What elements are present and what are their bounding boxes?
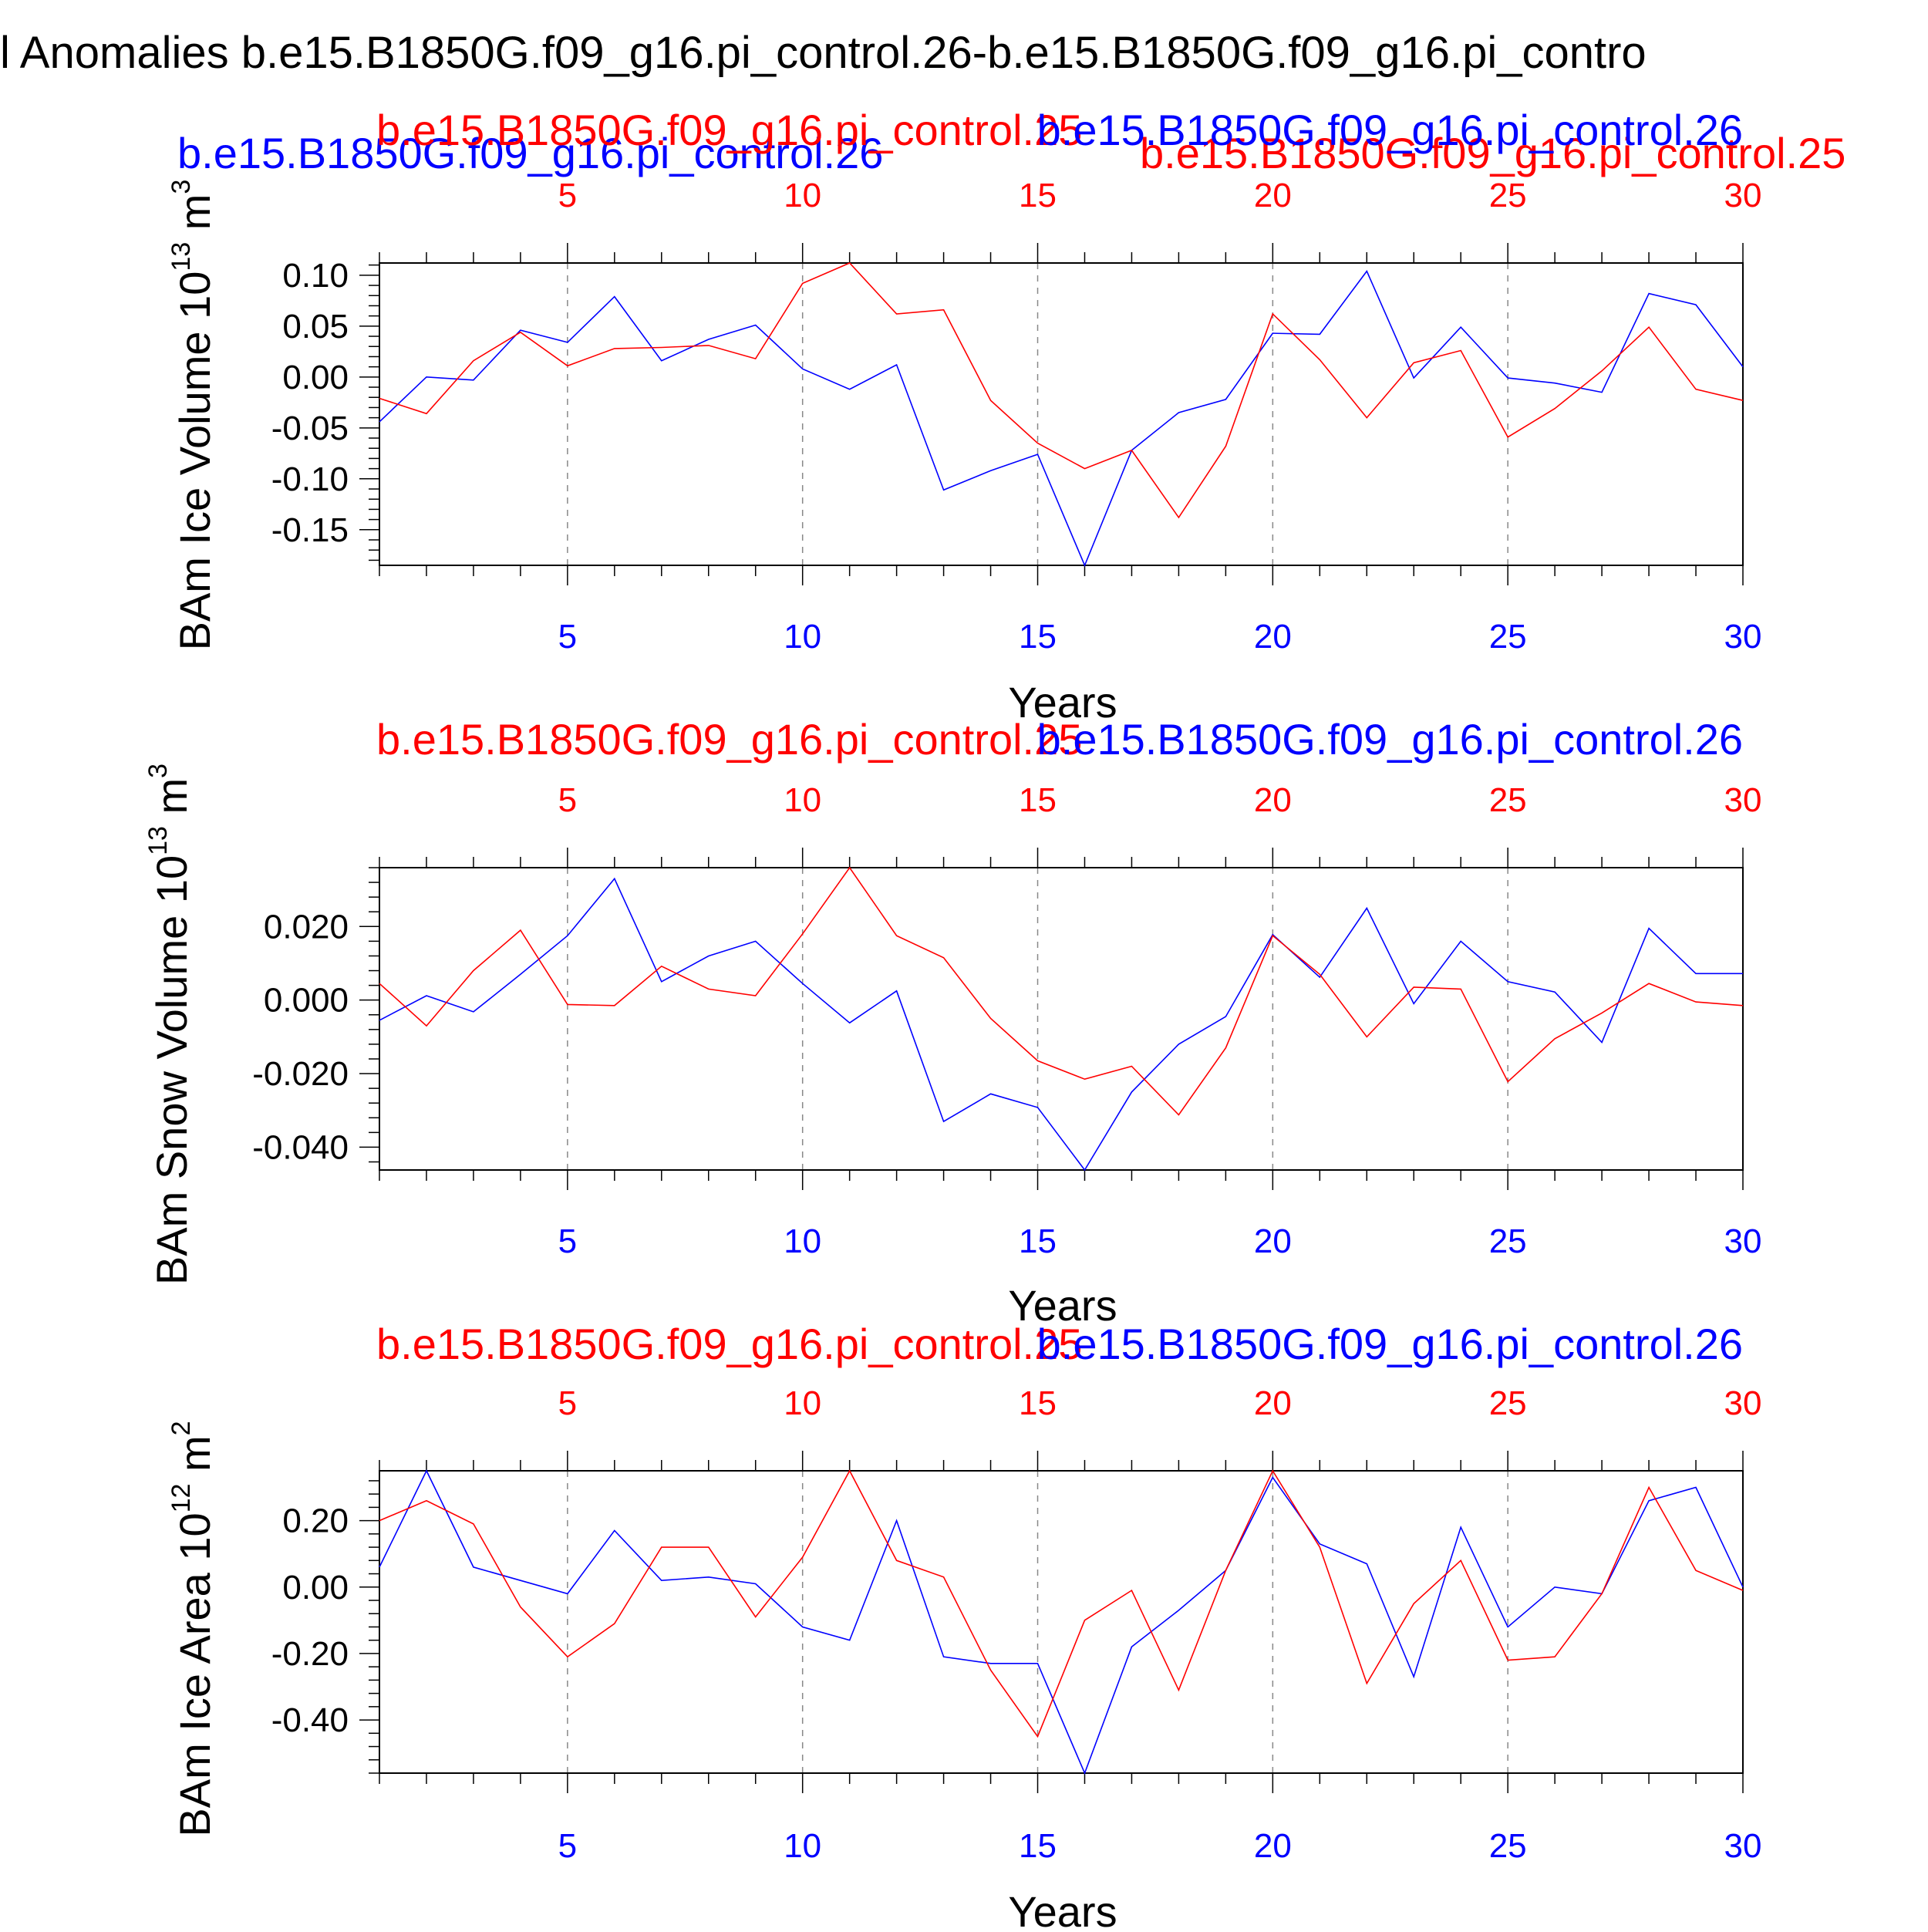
y-tick-label: 0.05 xyxy=(282,308,349,346)
x-tick-label-top: 25 xyxy=(1489,1384,1527,1422)
y-tick-label: -0.10 xyxy=(271,460,349,498)
legend-overlay-red: b.e15.B1850G.f09_g16.pi_control.25 xyxy=(1140,129,1845,177)
y-axis-label-exponent: 12 xyxy=(167,1484,196,1513)
y-tick-label: 0.10 xyxy=(282,257,349,295)
y-tick-label: -0.05 xyxy=(271,410,349,447)
y-tick-label: -0.20 xyxy=(271,1635,349,1673)
legend-blue-label: b.e15.B1850G.f09_g16.pi_control.26 xyxy=(1037,106,1743,154)
x-tick-label-bottom: 5 xyxy=(558,618,577,656)
plot-area-ice-volume: 5 5 10 10 15 15 20 20 25 25 30 30 0.10 0.05 0.00 -0.05 -… xyxy=(271,177,1762,656)
panel-ice-volume: b.e15.B1850G.f09_g16.pi_control.26 b.e15… xyxy=(167,106,1845,727)
x-axis-label: Years xyxy=(1008,1887,1117,1928)
y-axis-label: BAm Ice Area 1012 m2 xyxy=(167,1421,219,1836)
x-tick-label-bottom: 20 xyxy=(1254,618,1292,656)
x-tick-label-bottom: 30 xyxy=(1724,618,1762,656)
y-tick-label: -0.15 xyxy=(271,511,349,549)
series-line-red xyxy=(379,866,1744,1116)
plot-frame xyxy=(379,1470,1744,1774)
legend-red-label: b.e15.B1850G.f09_g16.pi_control.25 xyxy=(376,715,1082,764)
x-tick-label-bottom: 5 xyxy=(558,1222,577,1260)
x-tick-label-top: 5 xyxy=(558,781,577,819)
y-axis-label-unit-exponent: 3 xyxy=(143,764,173,778)
x-tick-label-top: 5 xyxy=(558,177,577,214)
x-axis-label: Years xyxy=(1008,678,1117,727)
x-tick-label-top: 30 xyxy=(1724,781,1762,819)
panel-snow-volume: b.e15.B1850G.f09_g16.pi_control.25 b.e15… xyxy=(143,715,1761,1330)
y-axis-label-text: BAm Snow Volume 10 xyxy=(147,855,196,1285)
x-tick-label-top: 30 xyxy=(1724,177,1762,214)
y-axis-label: BAm Snow Volume 1013 m3 xyxy=(143,764,196,1285)
x-tick-label-top: 20 xyxy=(1254,177,1292,214)
y-tick-label: 0.20 xyxy=(282,1502,349,1540)
legend-overlay-blue: b.e15.B1850G.f09_g16.pi_control.26 xyxy=(177,129,883,177)
y-axis-label-unit: m xyxy=(170,1435,219,1483)
series-line-red xyxy=(379,262,1744,519)
x-tick-label-bottom: 20 xyxy=(1254,1222,1292,1260)
y-tick-label: -0.020 xyxy=(252,1055,349,1093)
series-line-blue xyxy=(379,877,1743,1172)
x-tick-label-top: 25 xyxy=(1489,781,1527,819)
x-tick-label-top: 10 xyxy=(784,781,821,819)
plot-area-ice-area: 5 5 10 10 15 15 20 20 25 25 30 30 0.20 0.00 -0.20 -0.40 xyxy=(271,1384,1762,1865)
y-tick-label: 0.00 xyxy=(282,359,349,396)
y-axis-label-exponent: 13 xyxy=(143,826,173,855)
y-axis-label-exponent: 13 xyxy=(167,242,196,271)
legend-blue-label: b.e15.B1850G.f09_g16.pi_control.26 xyxy=(1037,715,1743,764)
series-line-red xyxy=(379,1469,1744,1738)
x-tick-label-bottom: 10 xyxy=(784,1222,821,1260)
x-tick-label-bottom: 15 xyxy=(1019,1827,1057,1865)
plot-frame xyxy=(379,262,1744,566)
x-tick-label-top: 10 xyxy=(784,177,821,214)
y-axis-label-unit-exponent: 3 xyxy=(167,180,196,194)
x-tick-label-top: 5 xyxy=(558,1384,577,1422)
x-tick-label-top: 20 xyxy=(1254,1384,1292,1422)
page-title: l Anomalies b.e15.B1850G.f09_g16.pi_cont… xyxy=(0,28,1647,78)
x-tick-label-bottom: 30 xyxy=(1724,1222,1762,1260)
x-tick-label-bottom: 10 xyxy=(784,618,821,656)
x-tick-label-top: 15 xyxy=(1019,781,1057,819)
x-tick-label-top: 20 xyxy=(1254,781,1292,819)
y-tick-label: -0.040 xyxy=(252,1128,349,1166)
x-tick-label-top: 15 xyxy=(1019,1384,1057,1422)
x-tick-label-bottom: 5 xyxy=(558,1827,577,1865)
y-tick-label: 0.00 xyxy=(282,1569,349,1607)
y-axis-label-unit: m xyxy=(170,194,219,242)
y-axis-label-unit: m xyxy=(147,778,196,826)
y-tick-label: 0.020 xyxy=(264,908,349,946)
y-axis-label-text: BAm Ice Volume 10 xyxy=(170,271,219,651)
x-tick-label-bottom: 10 xyxy=(784,1827,821,1865)
x-tick-label-top: 10 xyxy=(784,1384,821,1422)
x-tick-label-bottom: 25 xyxy=(1489,1222,1527,1260)
legend-blue-label: b.e15.B1850G.f09_g16.pi_control.26 xyxy=(1037,1320,1743,1368)
x-tick-label-bottom: 25 xyxy=(1489,618,1527,656)
legend-red-label: b.e15.B1850G.f09_g16.pi_control.25 xyxy=(376,106,1082,154)
plot-frame xyxy=(379,867,1744,1171)
y-axis-label: BAm Ice Volume 1013 m3 xyxy=(167,180,219,651)
x-tick-label-top: 30 xyxy=(1724,1384,1762,1422)
plot-area-snow-volume: 5 5 10 10 15 15 20 20 25 25 30 30 0.020 0.000 -0.020 -0… xyxy=(252,781,1761,1260)
y-axis-label-text: BAm Ice Area 10 xyxy=(170,1512,219,1836)
x-tick-label-bottom: 25 xyxy=(1489,1827,1527,1865)
y-tick-label: 0.000 xyxy=(264,982,349,1020)
y-tick-label: -0.40 xyxy=(271,1701,349,1739)
x-tick-label-top: 15 xyxy=(1019,177,1057,214)
y-axis-label-unit-exponent: 2 xyxy=(167,1421,196,1435)
series-line-blue xyxy=(379,1469,1744,1775)
x-tick-label-bottom: 30 xyxy=(1724,1827,1762,1865)
x-axis-label: Years xyxy=(1008,1281,1117,1330)
x-tick-label-top: 25 xyxy=(1489,177,1527,214)
x-tick-label-bottom: 20 xyxy=(1254,1827,1292,1865)
legend-red-label: b.e15.B1850G.f09_g16.pi_control.25 xyxy=(376,1320,1082,1368)
x-tick-label-bottom: 15 xyxy=(1019,1222,1057,1260)
panel-ice-area: b.e15.B1850G.f09_g16.pi_control.25 b.e15… xyxy=(167,1320,1762,1932)
series-line-blue xyxy=(379,270,1744,568)
x-tick-label-bottom: 15 xyxy=(1019,618,1057,656)
